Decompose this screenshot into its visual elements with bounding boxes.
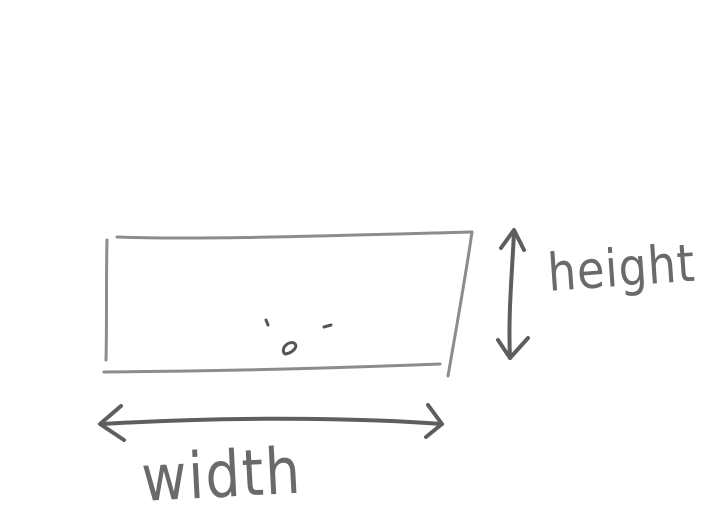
rectangle-top-edge [115,230,474,240]
width-arrow-shaft [100,416,444,426]
double-arrow-horizontal-icon [98,403,444,442]
rectangle-right-edge [446,230,474,378]
double-arrow-vertical-icon [496,228,530,360]
height-arrow-top-head [499,228,526,252]
width-arrow-left-head [98,404,126,442]
height-arrow-shaft [507,230,516,360]
face-mouth [281,341,298,356]
rectangle-bottom-edge [102,362,442,374]
width-arrow-right-head [424,403,444,439]
face-left-eye [264,318,270,327]
rectangle [102,230,474,378]
width-label: width [139,434,304,517]
doodle-face-icon [264,318,333,356]
rectangle-left-edge [104,238,109,362]
height-arrow-bottom-head [496,336,530,360]
face-right-eye [322,323,333,329]
height-label: height [545,233,698,304]
